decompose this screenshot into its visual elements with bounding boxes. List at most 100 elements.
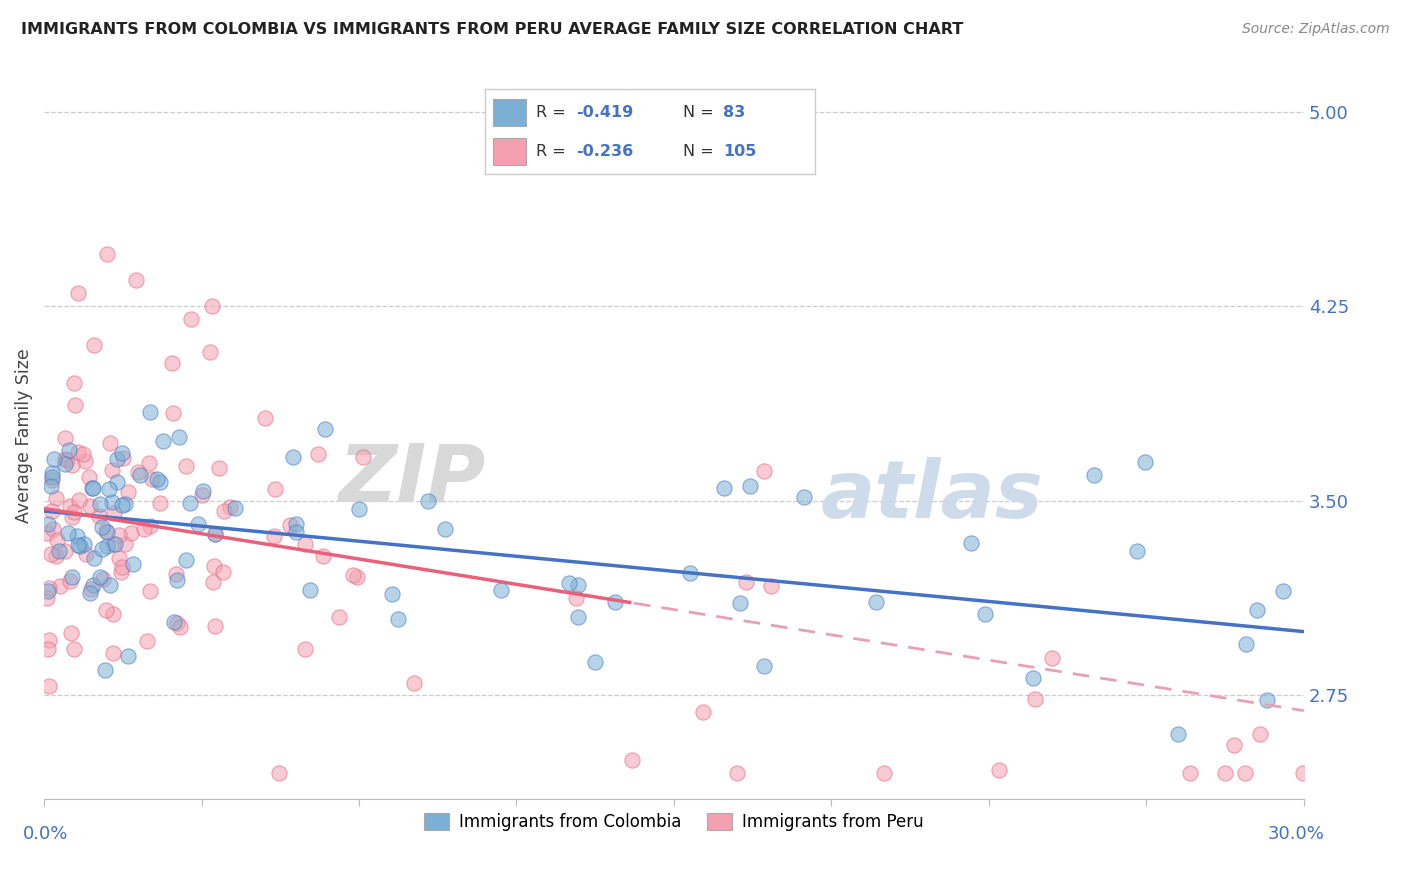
Point bbox=[122, 557, 145, 571]
Point bbox=[1126, 544, 1149, 558]
Point bbox=[558, 575, 581, 590]
Point bbox=[352, 450, 374, 464]
Point bbox=[793, 490, 815, 504]
Point bbox=[117, 484, 139, 499]
Point bbox=[120, 526, 142, 541]
Point bbox=[1256, 692, 1278, 706]
Point bbox=[63, 376, 86, 391]
Point bbox=[129, 467, 152, 482]
Point bbox=[202, 558, 225, 573]
Point bbox=[1292, 765, 1315, 780]
Text: ZIP: ZIP bbox=[337, 441, 485, 519]
Point bbox=[312, 549, 335, 564]
Point bbox=[101, 607, 124, 621]
Point bbox=[59, 574, 82, 589]
Bar bbox=[494, 138, 526, 165]
Text: atlas: atlas bbox=[821, 457, 1043, 534]
Point bbox=[191, 483, 214, 498]
Point bbox=[42, 522, 65, 536]
Point bbox=[187, 516, 209, 531]
Text: N =: N = bbox=[683, 145, 720, 160]
Point bbox=[83, 338, 105, 352]
Point bbox=[314, 422, 336, 436]
Text: 83: 83 bbox=[723, 104, 745, 120]
Point bbox=[111, 445, 134, 459]
Point bbox=[865, 595, 887, 609]
Point bbox=[960, 536, 983, 550]
Point bbox=[212, 565, 235, 579]
Point bbox=[66, 445, 89, 459]
Point bbox=[284, 524, 307, 539]
Point bbox=[298, 582, 321, 597]
Point bbox=[381, 587, 404, 601]
Point bbox=[60, 570, 83, 584]
Point bbox=[201, 299, 224, 313]
Point bbox=[49, 578, 72, 592]
Point bbox=[59, 625, 82, 640]
Point bbox=[328, 610, 350, 624]
Point bbox=[114, 497, 136, 511]
Text: N =: N = bbox=[683, 104, 720, 120]
Point bbox=[166, 615, 188, 630]
Point bbox=[127, 465, 149, 479]
Point bbox=[169, 620, 191, 634]
Point bbox=[1246, 603, 1268, 617]
Point bbox=[204, 619, 226, 633]
Point bbox=[111, 560, 134, 574]
Point bbox=[98, 435, 121, 450]
Point bbox=[60, 510, 83, 524]
Point bbox=[96, 524, 118, 539]
Point bbox=[620, 753, 643, 767]
Point bbox=[82, 481, 104, 495]
Point bbox=[87, 509, 110, 524]
Point bbox=[55, 453, 77, 467]
Point bbox=[89, 497, 111, 511]
Point bbox=[149, 496, 172, 510]
Point bbox=[201, 574, 224, 589]
Point bbox=[44, 452, 66, 467]
Point bbox=[139, 519, 162, 533]
Text: -0.419: -0.419 bbox=[576, 104, 633, 120]
Point bbox=[174, 459, 197, 474]
Point bbox=[179, 496, 201, 510]
Point bbox=[565, 591, 588, 606]
Point bbox=[285, 516, 308, 531]
Point bbox=[224, 500, 246, 515]
Point bbox=[79, 499, 101, 513]
Point bbox=[278, 518, 301, 533]
Point bbox=[200, 345, 222, 359]
Point bbox=[46, 533, 69, 547]
Point bbox=[58, 442, 80, 457]
Point bbox=[35, 525, 58, 540]
Point bbox=[66, 528, 89, 542]
Point bbox=[752, 464, 775, 478]
Text: Source: ZipAtlas.com: Source: ZipAtlas.com bbox=[1241, 22, 1389, 37]
Point bbox=[73, 537, 96, 551]
Point bbox=[759, 579, 782, 593]
Point bbox=[93, 664, 115, 678]
Point bbox=[567, 578, 589, 592]
Point bbox=[1222, 738, 1244, 752]
Point bbox=[294, 537, 316, 551]
Point bbox=[63, 399, 86, 413]
Point bbox=[138, 456, 160, 470]
Point bbox=[114, 537, 136, 551]
Point bbox=[728, 596, 751, 610]
Point bbox=[1178, 765, 1201, 780]
Point bbox=[583, 655, 606, 669]
Point bbox=[48, 543, 70, 558]
Point bbox=[145, 472, 167, 486]
Text: IMMIGRANTS FROM COLOMBIA VS IMMIGRANTS FROM PERU AVERAGE FAMILY SIZE CORRELATION: IMMIGRANTS FROM COLOMBIA VS IMMIGRANTS F… bbox=[21, 22, 963, 37]
Text: -0.236: -0.236 bbox=[576, 145, 633, 160]
Point bbox=[307, 447, 329, 461]
Point bbox=[1271, 584, 1294, 599]
Point bbox=[204, 526, 226, 541]
Point bbox=[873, 765, 896, 780]
Point bbox=[111, 451, 134, 466]
Point bbox=[725, 765, 748, 780]
Point bbox=[75, 453, 97, 467]
Point bbox=[53, 457, 76, 471]
Point bbox=[342, 568, 364, 582]
Point bbox=[37, 583, 59, 598]
Point bbox=[60, 458, 83, 473]
